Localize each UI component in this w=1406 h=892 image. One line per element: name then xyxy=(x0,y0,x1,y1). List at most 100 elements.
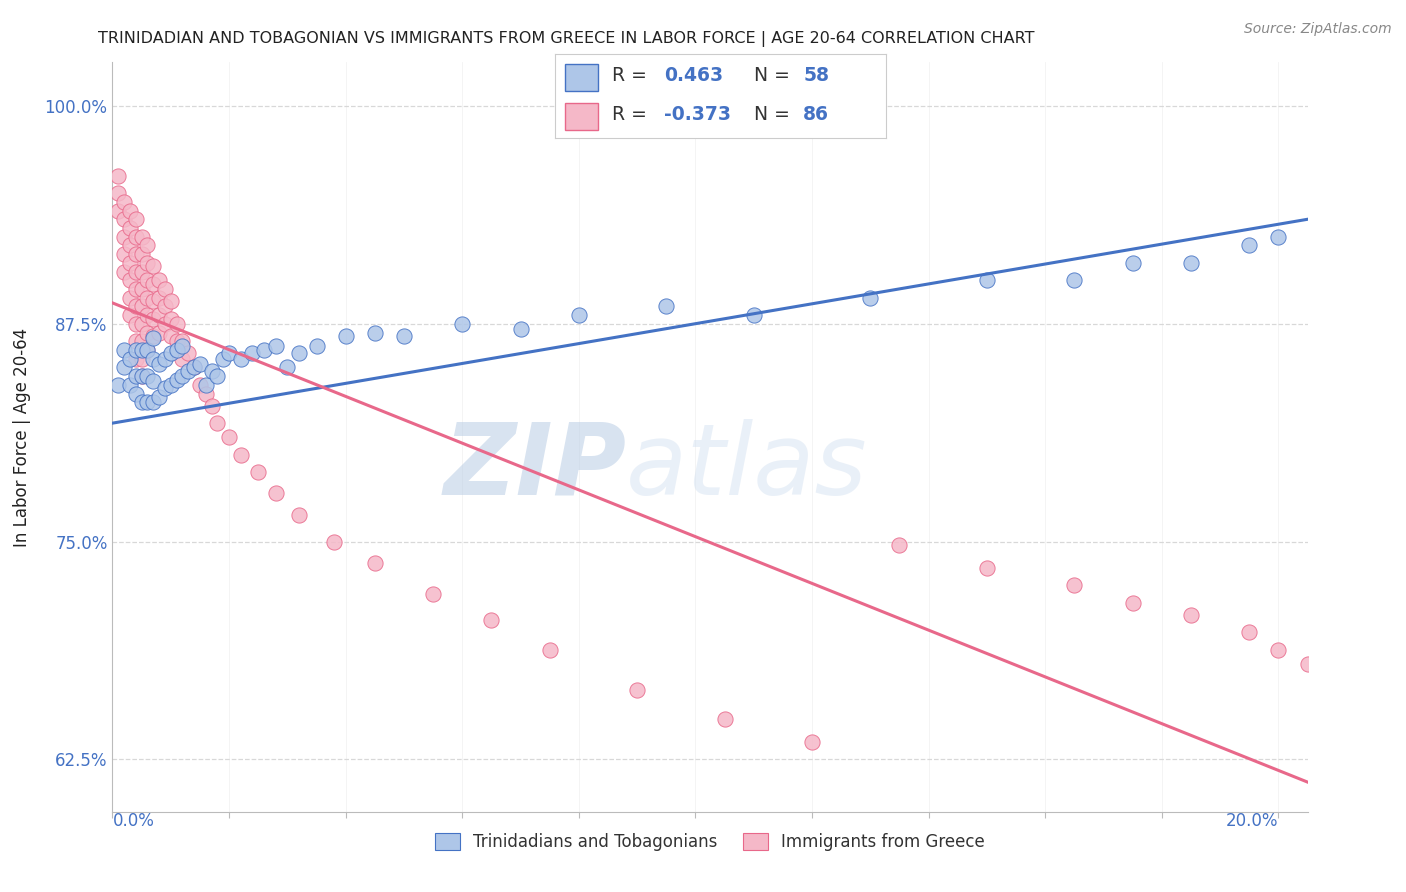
Point xyxy=(153,381,176,395)
Point xyxy=(112,247,135,261)
Point xyxy=(107,186,129,201)
Point xyxy=(172,334,194,349)
Point xyxy=(131,282,153,296)
Point xyxy=(335,329,357,343)
Text: 86: 86 xyxy=(803,105,830,124)
Point xyxy=(148,357,170,371)
Point xyxy=(229,448,252,462)
Point xyxy=(713,712,735,726)
Point xyxy=(142,329,165,343)
Text: N =: N = xyxy=(754,105,790,124)
Point xyxy=(125,369,148,384)
Point xyxy=(125,343,148,357)
Point xyxy=(118,256,141,270)
Point xyxy=(1063,273,1085,287)
Point xyxy=(131,247,153,261)
Point xyxy=(136,343,159,357)
Point xyxy=(1122,596,1144,610)
Point xyxy=(1239,625,1261,640)
Point xyxy=(131,369,153,384)
Point xyxy=(125,386,148,401)
Point xyxy=(166,343,188,357)
Point xyxy=(148,326,170,340)
Point xyxy=(626,682,648,697)
Point xyxy=(131,369,153,384)
Point xyxy=(742,308,765,322)
Point xyxy=(1267,642,1289,657)
Point xyxy=(159,329,181,343)
Point xyxy=(859,291,882,305)
Point xyxy=(264,486,287,500)
Point xyxy=(207,416,229,430)
Point xyxy=(364,556,387,570)
Point xyxy=(422,587,444,601)
Point xyxy=(136,308,159,322)
Point xyxy=(200,399,222,413)
Point xyxy=(172,369,194,384)
FancyBboxPatch shape xyxy=(565,103,599,130)
Point xyxy=(142,351,165,366)
Text: 0.463: 0.463 xyxy=(665,66,724,85)
Point xyxy=(1296,657,1319,671)
Point xyxy=(125,247,148,261)
Point xyxy=(125,299,148,313)
Point xyxy=(1063,578,1085,592)
Point xyxy=(183,360,205,375)
Text: -0.373: -0.373 xyxy=(665,105,731,124)
Point xyxy=(136,273,159,287)
Point xyxy=(131,351,153,366)
Point xyxy=(183,360,205,375)
Point xyxy=(125,282,148,296)
Point xyxy=(218,346,240,360)
Text: Source: ZipAtlas.com: Source: ZipAtlas.com xyxy=(1244,22,1392,37)
Point xyxy=(107,377,129,392)
Point xyxy=(212,351,235,366)
Point xyxy=(305,339,328,353)
FancyBboxPatch shape xyxy=(565,63,599,91)
Point xyxy=(159,377,181,392)
Point xyxy=(118,291,141,305)
Point xyxy=(118,203,141,218)
Point xyxy=(125,351,148,366)
Point xyxy=(323,534,346,549)
Point xyxy=(148,390,170,404)
Point xyxy=(153,282,176,296)
Y-axis label: In Labor Force | Age 20-64: In Labor Force | Age 20-64 xyxy=(13,327,31,547)
Point xyxy=(118,238,141,252)
Point xyxy=(194,386,217,401)
Point xyxy=(172,351,194,366)
Text: 0.0%: 0.0% xyxy=(112,812,155,830)
Point xyxy=(976,273,998,287)
Point xyxy=(142,311,165,326)
Point xyxy=(481,613,503,627)
Point xyxy=(112,229,135,244)
Point xyxy=(1180,256,1202,270)
Point xyxy=(142,395,165,409)
Point xyxy=(136,326,159,340)
Text: ZIP: ZIP xyxy=(443,418,627,516)
Point xyxy=(136,343,159,357)
Point xyxy=(159,346,181,360)
Point xyxy=(188,377,211,392)
Point xyxy=(142,294,165,309)
Point xyxy=(159,311,181,326)
Point xyxy=(153,299,176,313)
Point xyxy=(131,264,153,278)
Point xyxy=(247,465,270,479)
Point xyxy=(125,229,148,244)
Point xyxy=(1267,229,1289,244)
Point xyxy=(242,346,264,360)
Text: 20.0%: 20.0% xyxy=(1226,812,1278,830)
Point xyxy=(118,308,141,322)
Point xyxy=(229,351,252,366)
Point xyxy=(136,238,159,252)
Point xyxy=(288,346,311,360)
Point xyxy=(125,212,148,227)
Point xyxy=(131,229,153,244)
Point xyxy=(253,343,276,357)
Point xyxy=(1122,256,1144,270)
Point xyxy=(1180,607,1202,622)
Point xyxy=(801,735,824,749)
Point xyxy=(142,260,165,274)
Text: N =: N = xyxy=(754,66,790,85)
